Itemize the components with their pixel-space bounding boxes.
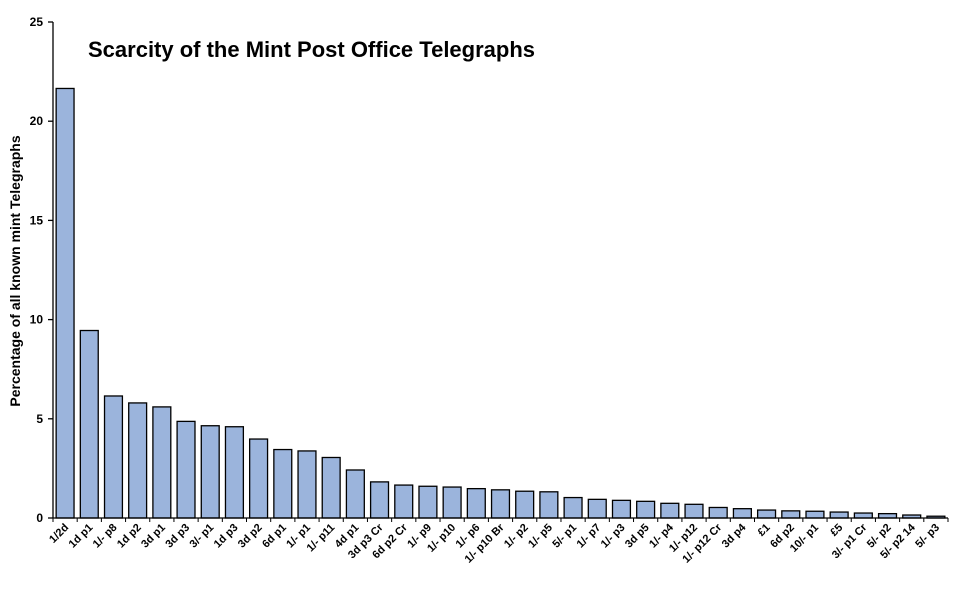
y-tick-label: 0 (36, 511, 43, 525)
bar (611, 499, 632, 519)
bar (345, 469, 365, 519)
bar (853, 512, 873, 519)
bar (128, 402, 148, 519)
bars-layer (55, 87, 946, 519)
bar (587, 498, 607, 519)
bar (321, 456, 341, 519)
bar (708, 506, 728, 519)
y-axis-label: Percentage of all known mint Telegraphs (7, 135, 23, 406)
bar (200, 425, 220, 519)
bar (781, 510, 801, 519)
bar (152, 406, 172, 519)
y-tick-label: 20 (30, 114, 44, 128)
y-tick-label: 10 (30, 313, 44, 327)
bar (756, 509, 777, 519)
bar (394, 484, 414, 519)
bar (515, 490, 535, 519)
bar (297, 450, 317, 519)
y-tick-label: 5 (36, 412, 43, 426)
bar (829, 511, 849, 519)
bar (466, 487, 486, 519)
bar (877, 512, 898, 519)
bar (369, 481, 390, 519)
bar (224, 426, 245, 519)
bar (103, 395, 124, 519)
y-tick-label: 15 (30, 213, 44, 227)
bar (249, 438, 269, 519)
y-tick-label: 25 (30, 15, 44, 29)
bar (660, 502, 680, 519)
bar (79, 329, 99, 519)
bar (55, 87, 75, 519)
bar (273, 448, 293, 519)
bar (805, 510, 825, 519)
bar (176, 420, 196, 519)
bar (684, 503, 704, 519)
bar (539, 491, 559, 519)
bar (732, 508, 752, 519)
bar (418, 485, 438, 519)
bar (442, 486, 462, 519)
chart-title: Scarcity of the Mint Post Office Telegra… (88, 37, 535, 62)
bar (563, 496, 583, 519)
bar (490, 489, 511, 519)
bar (636, 500, 656, 519)
